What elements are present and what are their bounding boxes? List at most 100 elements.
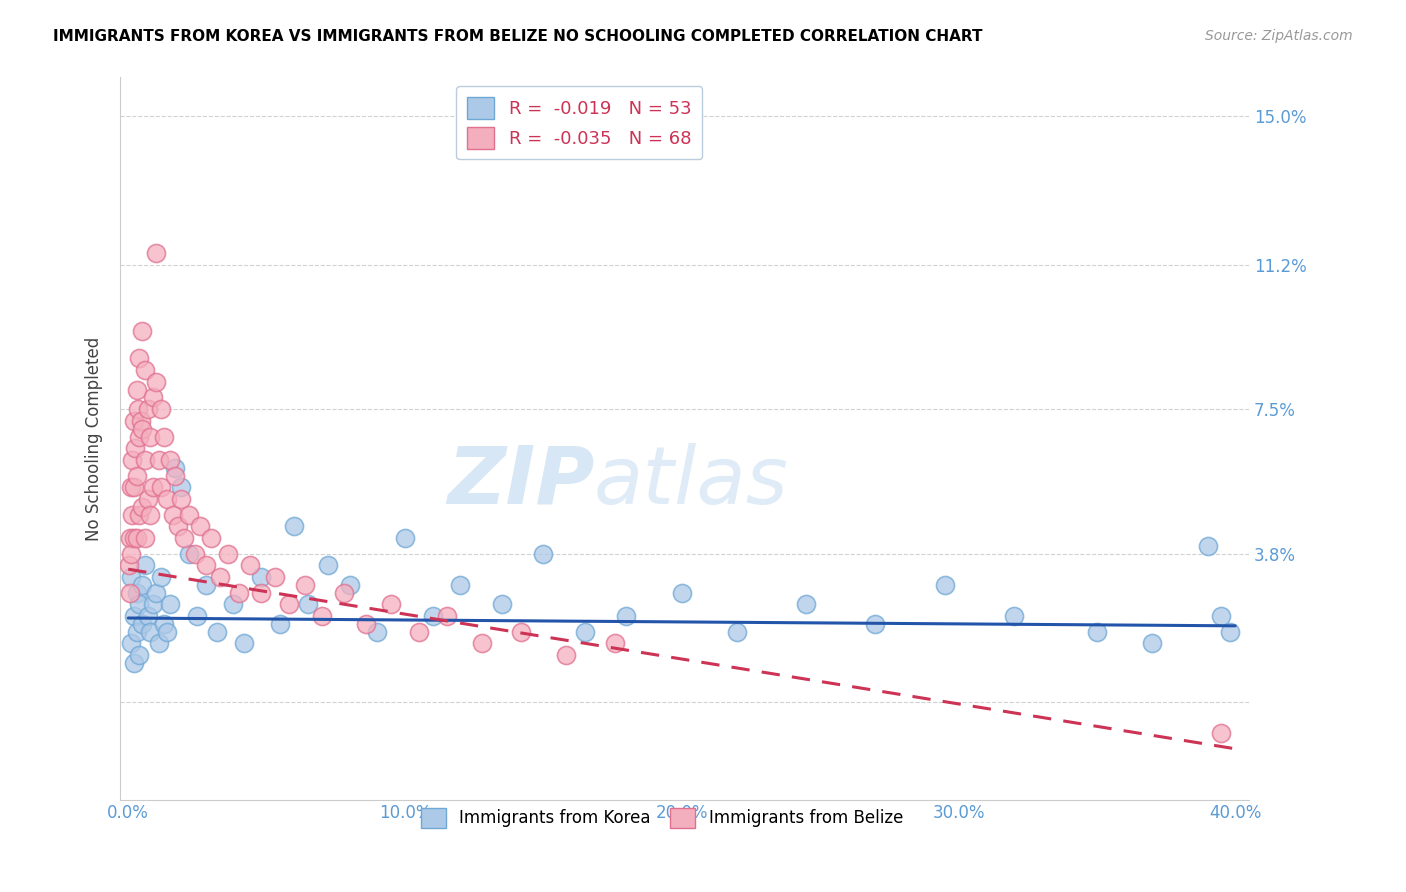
Point [366,624,388,639]
Point [671,585,693,599]
Point [136,609,159,624]
Point [136,402,159,417]
Point [1002,609,1025,624]
Point [121,453,143,467]
Point [316,558,339,573]
Point [277,598,299,612]
Point [167,519,190,533]
Point [188,519,211,533]
Y-axis label: No Schooling Completed: No Schooling Completed [86,336,103,541]
Point [159,598,181,612]
Point [125,531,148,545]
Point [179,547,201,561]
Point [934,578,956,592]
Point [129,414,152,428]
Point [200,531,222,545]
Point [186,609,208,624]
Point [422,609,444,624]
Point [179,508,201,522]
Text: Source: ZipAtlas.com: Source: ZipAtlas.com [1205,29,1353,43]
Point [127,402,149,417]
Point [250,570,273,584]
Point [118,585,141,599]
Point [139,624,162,639]
Point [333,585,356,599]
Point [124,442,146,456]
Point [145,375,167,389]
Text: atlas: atlas [595,442,789,521]
Point [131,616,153,631]
Point [159,453,181,467]
Point [120,480,142,494]
Point [120,570,142,584]
Point [153,429,176,443]
Point [170,480,193,494]
Point [339,578,361,592]
Point [1085,624,1108,639]
Point [122,609,145,624]
Point [145,585,167,599]
Point [122,414,145,428]
Point [128,351,150,366]
Point [156,491,179,506]
Point [131,324,153,338]
Point [170,491,193,506]
Point [122,480,145,494]
Point [574,624,596,639]
Point [408,624,430,639]
Point [153,616,176,631]
Point [1211,609,1233,624]
Text: ZIP: ZIP [447,442,595,521]
Point [134,531,156,545]
Point [134,453,156,467]
Point [449,578,471,592]
Point [125,468,148,483]
Legend: Immigrants from Korea, Immigrants from Belize: Immigrants from Korea, Immigrants from B… [413,801,910,835]
Point [134,363,156,377]
Point [142,598,165,612]
Point [239,558,262,573]
Point [228,585,250,599]
Point [183,547,205,561]
Point [794,598,817,612]
Point [510,624,533,639]
Point [436,609,458,624]
Point [122,531,145,545]
Point [1197,539,1219,553]
Point [120,636,142,650]
Point [531,547,554,561]
Point [150,480,173,494]
Point [165,468,187,483]
Point [148,453,170,467]
Point [1211,726,1233,740]
Point [121,508,143,522]
Point [142,391,165,405]
Point [128,508,150,522]
Point [616,609,638,624]
Point [294,578,316,592]
Point [131,500,153,514]
Point [250,585,273,599]
Point [162,508,184,522]
Point [354,616,377,631]
Point [297,598,319,612]
Point [128,429,150,443]
Point [1140,636,1163,650]
Point [725,624,748,639]
Point [150,402,173,417]
Point [145,246,167,260]
Point [125,585,148,599]
Point [605,636,627,650]
Point [233,636,256,650]
Point [173,531,195,545]
Point [222,598,245,612]
Point [311,609,333,624]
Point [125,624,148,639]
Point [139,429,162,443]
Point [165,460,187,475]
Point [471,636,494,650]
Point [120,531,142,545]
Point [380,598,402,612]
Point [394,531,416,545]
Point [1219,624,1241,639]
